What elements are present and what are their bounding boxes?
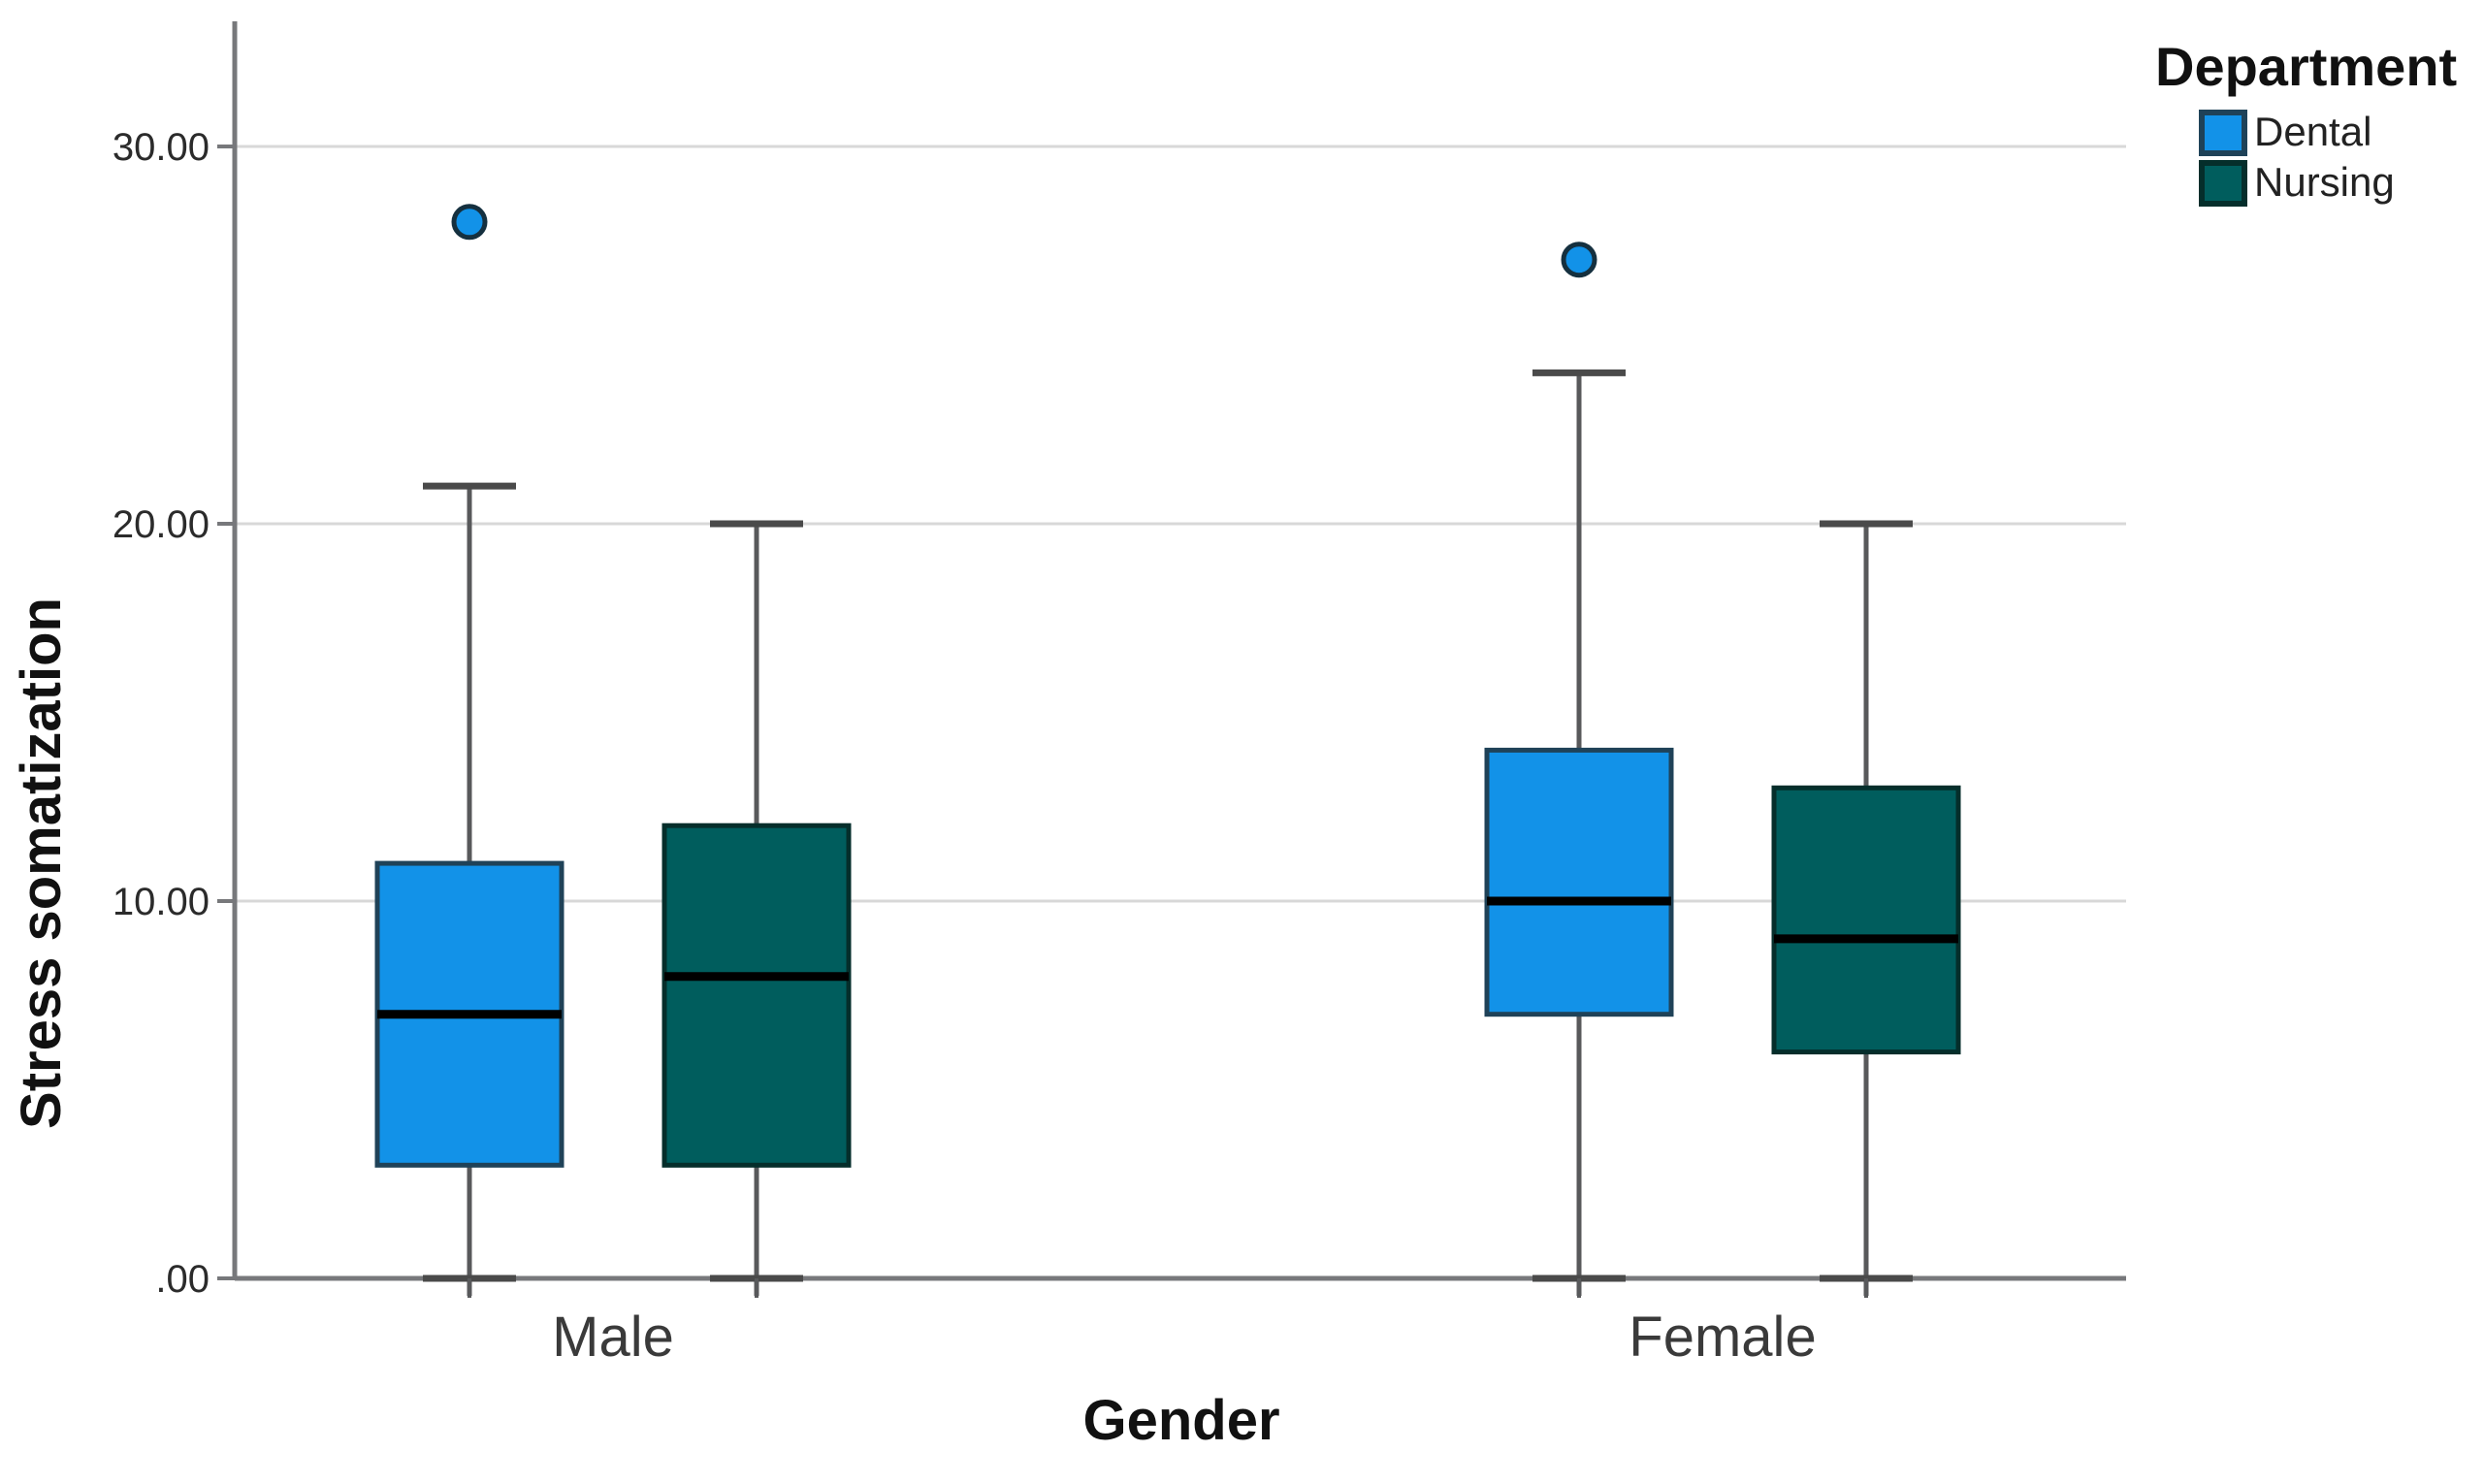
y-tick-label-20.00: 20.00 (113, 503, 210, 546)
legend-label-nursing: Nursing (2254, 159, 2395, 205)
y-tick-label-10.00: 10.00 (113, 881, 210, 923)
x-category-label-male: Male (552, 1306, 674, 1369)
legend-label-dental: Dental (2254, 109, 2371, 154)
x-axis-title: Gender (1082, 1389, 1279, 1452)
box-male-nursing (661, 823, 852, 1168)
legend-title: Department (2155, 36, 2457, 97)
box-male-dental-outlier-28 (451, 204, 488, 241)
y-tick-label-30.00: 30.00 (113, 126, 210, 169)
box-female-dental (1484, 747, 1674, 1017)
y-axis-title: Stress somatization (10, 597, 73, 1129)
box-female-nursing (1771, 785, 1961, 1055)
x-category-label-female: Female (1629, 1306, 1816, 1369)
y-tick-label-.00: .00 (155, 1258, 210, 1301)
legend-swatch-nursing (2199, 160, 2247, 207)
legend-swatch-dental (2199, 110, 2247, 156)
box-female-dental-outlier-27 (1561, 242, 1597, 278)
